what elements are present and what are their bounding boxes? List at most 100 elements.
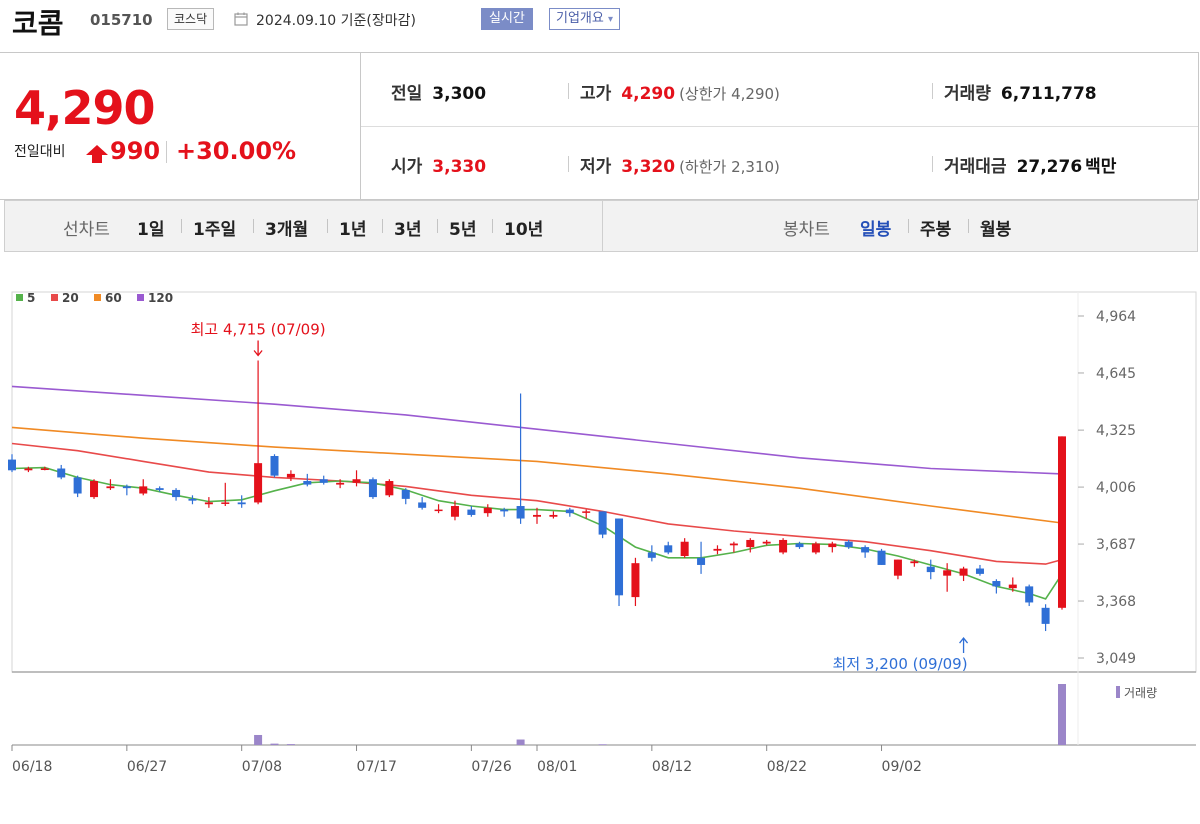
candle-body [795,543,804,548]
candle-body [24,468,33,471]
candle-body [582,511,591,513]
divider [568,156,569,172]
high-price: 고가 4,290 (상한가 4,290) [580,79,780,104]
divider [437,219,438,233]
divider [568,83,569,99]
candle-body [1025,586,1034,603]
candle-body [106,486,115,489]
high-arrow-icon [253,340,263,357]
x-tick-label: 08/01 [537,759,577,775]
open-label: 시가 [391,157,423,177]
realtime-button[interactable]: 실시간 [481,8,533,30]
candle-body [779,539,788,553]
volume-bar [270,743,279,745]
period-1d[interactable]: 1일 [137,220,165,240]
legend-swatch [51,294,58,301]
candle-body [401,489,410,499]
high-label: 고가 [580,84,612,104]
y-tick-label: 3,049 [1096,651,1136,667]
candle-body [8,459,16,471]
company-overview-label: 기업개요 [556,11,604,26]
candle-body [746,539,755,548]
period-3m[interactable]: 3개월 [265,220,309,240]
period-weekly[interactable]: 주봉 [920,220,952,240]
chart-canvas: 4,964 4,645 4,325 4,006 3,687 3,368 3,049 06/18… [8,291,1197,775]
candle-body [877,550,886,565]
legend-label: 60 [105,291,122,305]
candle-body [500,509,509,512]
candle-body [729,543,738,546]
y-tick-label: 4,325 [1096,423,1136,439]
legend-label: 120 [148,291,173,305]
low-annotation: 최저 3,200 (09/09) [833,655,968,673]
candle-body [910,561,919,564]
candle-body [615,518,624,596]
candle-body [697,557,706,565]
candle-body [926,566,935,573]
amount-label: 거래대금 [944,157,1007,177]
candle-body [565,509,574,514]
candle-body [713,548,722,551]
divider [327,219,328,233]
price-summary: 4,290 전일대비 990 +30.00% [0,53,361,199]
upper-limit: (상한가 4,290) [679,85,780,103]
period-10y[interactable]: 10년 [504,220,544,240]
low-price: 저가 3,320 (하한가 2,310) [580,152,780,177]
divider [382,219,383,233]
candle-body [434,509,443,512]
candle-body [959,568,968,576]
candle-body [1008,584,1017,589]
compare-label: 전일대비 [14,144,66,160]
divider [166,141,167,163]
period-3y[interactable]: 3년 [394,220,422,240]
candle-body [40,468,49,471]
quote-panel: 4,290 전일대비 990 +30.00% 전일 3,300 고가 4,290 (상… [0,52,1199,200]
period-1y[interactable]: 1년 [339,220,367,240]
y-tick-label: 3,687 [1096,537,1136,553]
candle-chart-label: 봉차트 [783,220,830,240]
period-daily[interactable]: 일봉 [860,220,892,240]
candle-body [598,511,607,535]
volume-legend-swatch [1116,686,1120,698]
candle-body [483,507,492,514]
stock-code: 015710 [90,11,153,29]
divider [181,219,182,233]
candle-body [467,509,476,515]
period-5y[interactable]: 5년 [449,220,477,240]
ma20-line [11,442,1063,565]
volume-value: 6,711,778 [1000,84,1097,104]
x-tick-label: 08/22 [767,759,807,775]
candle-body [204,502,213,505]
y-tick-label: 4,964 [1096,309,1136,325]
line-chart-label: 선차트 [63,220,110,240]
legend-label: 20 [62,291,79,305]
low-arrow-icon [959,636,969,654]
open-value: 3,330 [432,157,487,177]
candle-body [155,488,164,490]
legend-swatch [137,294,144,301]
candle-body [139,486,148,494]
amount-value: 27,276 [1016,157,1083,177]
candle-body [811,543,820,553]
price-change: 990 [110,137,161,165]
ma5-line [11,466,1063,600]
candle-body [943,570,952,576]
candle-body [303,481,312,485]
candle-body [1058,436,1066,608]
plot-frame [11,291,1197,673]
candle-body [549,514,558,517]
legend-swatch [94,294,101,301]
current-price: 4,290 [14,81,156,135]
candle-body [385,481,394,496]
period-monthly[interactable]: 월봉 [980,220,1012,240]
low-value: 3,320 [621,157,676,177]
company-overview-dropdown[interactable]: 기업개요 ▾ [549,8,621,30]
candle-body [844,541,853,548]
volume-bar [516,739,525,745]
candle-body [631,563,640,598]
volume-bar [254,734,263,745]
trade-amount: 거래대금 27,276 백만 [944,152,1116,177]
period-1w[interactable]: 1주일 [193,220,237,240]
prev-close-label: 전일 [391,84,423,104]
candle-body [664,545,673,553]
